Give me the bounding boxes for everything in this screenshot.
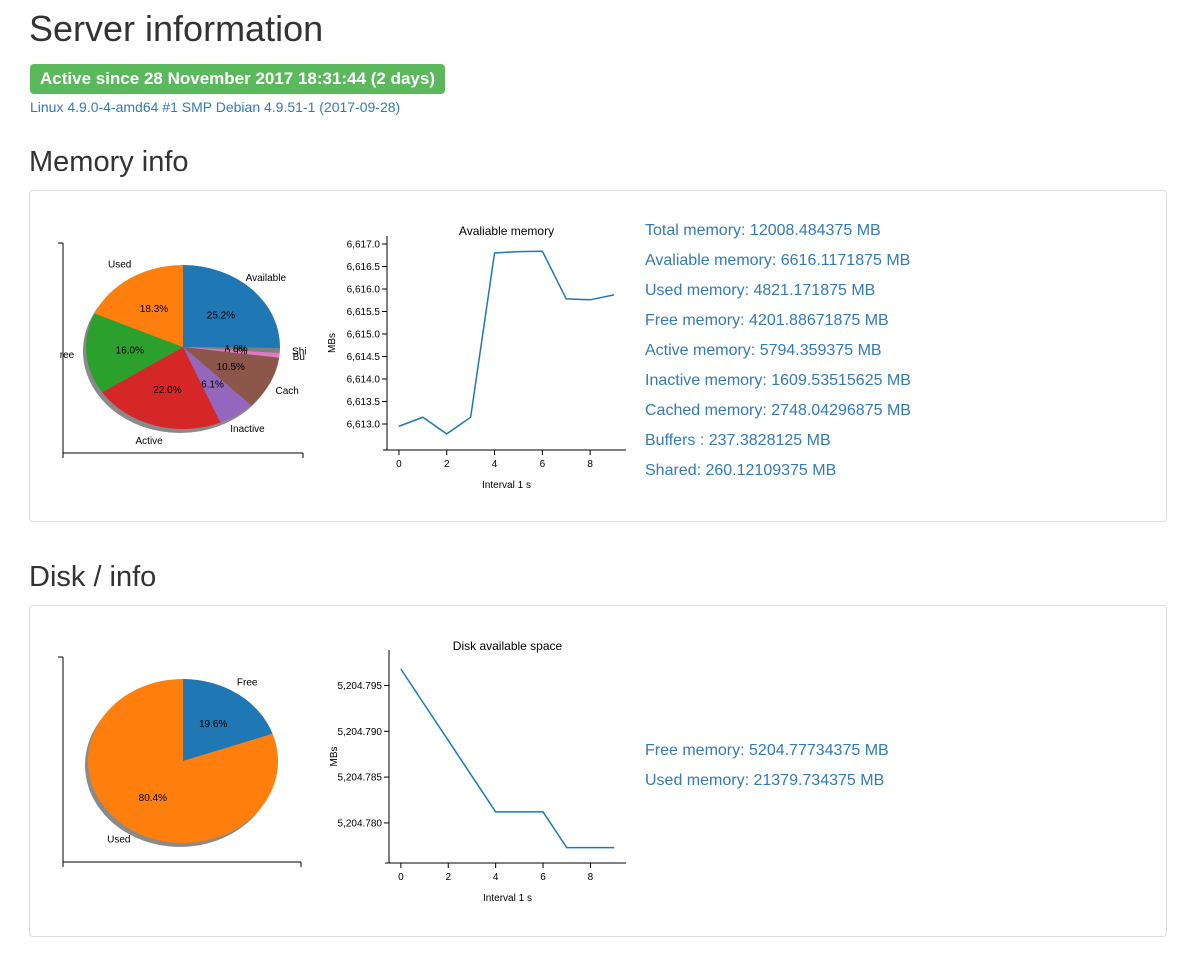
memory-pie: 25.2% Available 1.0% Shi 0.9% Bu 10.5% Cach 6.1%… — [60, 259, 307, 447]
disk-pie-slice-free[interactable] — [183, 679, 273, 761]
disk-pie-percent-label-free: 19.6% — [199, 719, 227, 730]
memory-pie-label-shared: Shi — [292, 346, 306, 357]
memory-line-y-tick-label: 6,613.5 — [347, 397, 381, 408]
memory-line-y-label: MBs — [327, 333, 338, 353]
memory-stat-total[interactable]: Total memory: 12008.484375 MB — [645, 222, 881, 239]
memory-pie-percent-label-shared: 1.0% — [225, 344, 248, 355]
memory-line-x-tick-label: 0 — [396, 459, 402, 470]
memory-pie-percent-label-used: 18.3% — [140, 304, 168, 315]
memory-line-y-tick-label: 6,614.0 — [347, 375, 381, 386]
memory-line-y-tick-label: 6,617.0 — [347, 240, 381, 251]
disk-pie-label-used: Used — [107, 834, 130, 845]
memory-line-x-label: Interval 1 s — [482, 480, 531, 491]
disk-pie: 19.6% Free 80.4% Used — [85, 678, 278, 847]
memory-pie-slice-used[interactable] — [94, 265, 183, 347]
memory-line-x-tick-label: 4 — [492, 459, 498, 470]
memory-line-y-tick-label: 6,613.0 — [347, 420, 381, 431]
disk-line-x-tick-label: 8 — [588, 872, 594, 883]
page-title: Server information — [29, 8, 324, 49]
disk-line-y-tick-label: 5,204.795 — [338, 681, 383, 692]
disk-pie-label-free: Free — [237, 678, 258, 689]
disk-line-y-label: MBs — [329, 747, 340, 767]
memory-pie-slice-active[interactable] — [102, 347, 221, 429]
disk-line-chart: Disk available space 5,204.780 5,204.785 5,… — [329, 639, 626, 904]
memory-stat-shared[interactable]: Shared: 260.12109375 MB — [645, 462, 837, 479]
memory-pie-slice-cached[interactable] — [183, 347, 280, 406]
disk-stat-free[interactable]: Free memory: 5204.77734375 MB — [645, 742, 889, 759]
memory-pie-label-available: Available — [246, 273, 287, 284]
memory-section-title: Memory info — [29, 146, 189, 178]
disk-line-y-tick-label: 5,204.790 — [338, 727, 383, 738]
memory-panel: 25.2% Available 1.0% Shi 0.9% Bu 10.5% Cach 6.1%… — [29, 190, 1167, 522]
kernel-version-link[interactable]: Linux 4.9.0-4-amd64 #1 SMP Debian 4.9.51… — [30, 99, 401, 115]
memory-line-y-tick-label: 6,616.5 — [347, 262, 381, 273]
disk-line-x-label: Interval 1 s — [483, 893, 532, 904]
disk-line-series-line — [400, 668, 615, 849]
memory-pie-slice-buffers[interactable] — [183, 347, 280, 358]
disk-line-y-tick-label: 5,204.785 — [338, 773, 383, 784]
uptime-badge: Active since 28 November 2017 18:31:44 (… — [30, 64, 446, 94]
memory-line-y-tick-label: 6,614.5 — [347, 352, 381, 363]
memory-line-x-tick-label: 6 — [540, 459, 546, 470]
memory-line-chart: Avaliable memory 6,613.0 6,613.5 6,614.0 6,6… — [327, 224, 626, 491]
memory-pie-label-inactive: Inactive — [230, 424, 265, 435]
memory-stat-inactive[interactable]: Inactive memory: 1609.53515625 MB — [645, 372, 911, 389]
disk-section-title: Disk / info — [29, 561, 157, 593]
memory-pie-percent-label-active: 22.0% — [153, 385, 181, 396]
memory-pie-percent-label-inactive: 6.1% — [201, 380, 224, 391]
memory-line-y-tick-label: 6,616.0 — [347, 285, 381, 296]
memory-pie-percent-label-cached: 10.5% — [217, 362, 245, 373]
memory-pie-chart: 25.2% Available 1.0% Shi 0.9% Bu 10.5% Cach 6.1%… — [58, 224, 626, 491]
memory-stat-cached[interactable]: Cached memory: 2748.04296875 MB — [645, 402, 911, 419]
memory-line-y-tick-label: 6,615.5 — [347, 307, 381, 318]
disk-pie-chart: 19.6% Free 80.4% Used Disk available space 5… — [58, 639, 626, 904]
disk-panel: 19.6% Free 80.4% Used Disk available space 5… — [29, 605, 1167, 937]
memory-pie-slice-available[interactable] — [183, 265, 280, 349]
memory-pie-slice-shared[interactable] — [183, 347, 280, 354]
disk-line-title: Disk available space — [453, 639, 563, 653]
memory-pie-label-cached: Cach — [276, 386, 299, 397]
memory-stat-buffers[interactable]: Buffers : 237.3828125 MB — [645, 432, 831, 449]
disk-line-y-tick-label: 5,204.780 — [338, 818, 383, 829]
disk-line-x-tick-label: 0 — [398, 872, 404, 883]
memory-pie-percent-label-buffers: 0.9% — [225, 347, 248, 358]
disk-stat-used[interactable]: Used memory: 21379.734375 MB — [645, 772, 885, 789]
disk-pie-percent-label-used: 80.4% — [139, 793, 167, 804]
memory-line-x-tick-label: 2 — [444, 459, 450, 470]
disk-pie-slice-used[interactable] — [88, 679, 278, 843]
memory-stat-free[interactable]: Free memory: 4201.88671875 MB — [645, 312, 889, 329]
memory-line-x-tick-label: 8 — [587, 459, 593, 470]
memory-pie-axes — [58, 242, 304, 458]
memory-pie-percent-label-available: 25.2% — [207, 310, 235, 321]
disk-stats-list: Free memory: 5204.77734375 MB Used memor… — [645, 741, 889, 801]
memory-pie-label-active: Active — [136, 436, 164, 447]
memory-pie-label-free: ree — [60, 350, 75, 361]
memory-stats-list: Total memory: 12008.484375 MB Avaliable … — [645, 221, 911, 491]
disk-pie-axes — [58, 656, 302, 867]
disk-line-x-tick-label: 6 — [540, 872, 546, 883]
memory-stat-active[interactable]: Active memory: 5794.359375 MB — [645, 342, 882, 359]
memory-line-y-tick-label: 6,615.0 — [347, 330, 381, 341]
memory-line-series-line — [398, 250, 615, 435]
memory-stat-available[interactable]: Avaliable memory: 6616.1171875 MB — [645, 252, 911, 269]
memory-line-title: Avaliable memory — [459, 224, 554, 238]
disk-line-x-tick-label: 4 — [493, 872, 499, 883]
memory-pie-slice-free[interactable] — [86, 313, 183, 393]
memory-pie-label-buffers: Bu — [293, 352, 305, 363]
memory-pie-percent-label-free: 16.0% — [116, 346, 144, 357]
memory-pie-label-used: Used — [108, 259, 131, 270]
memory-stat-used[interactable]: Used memory: 4821.171875 MB — [645, 282, 876, 299]
memory-pie-slice-inactive[interactable] — [183, 347, 252, 423]
disk-line-x-tick-label: 2 — [445, 872, 451, 883]
